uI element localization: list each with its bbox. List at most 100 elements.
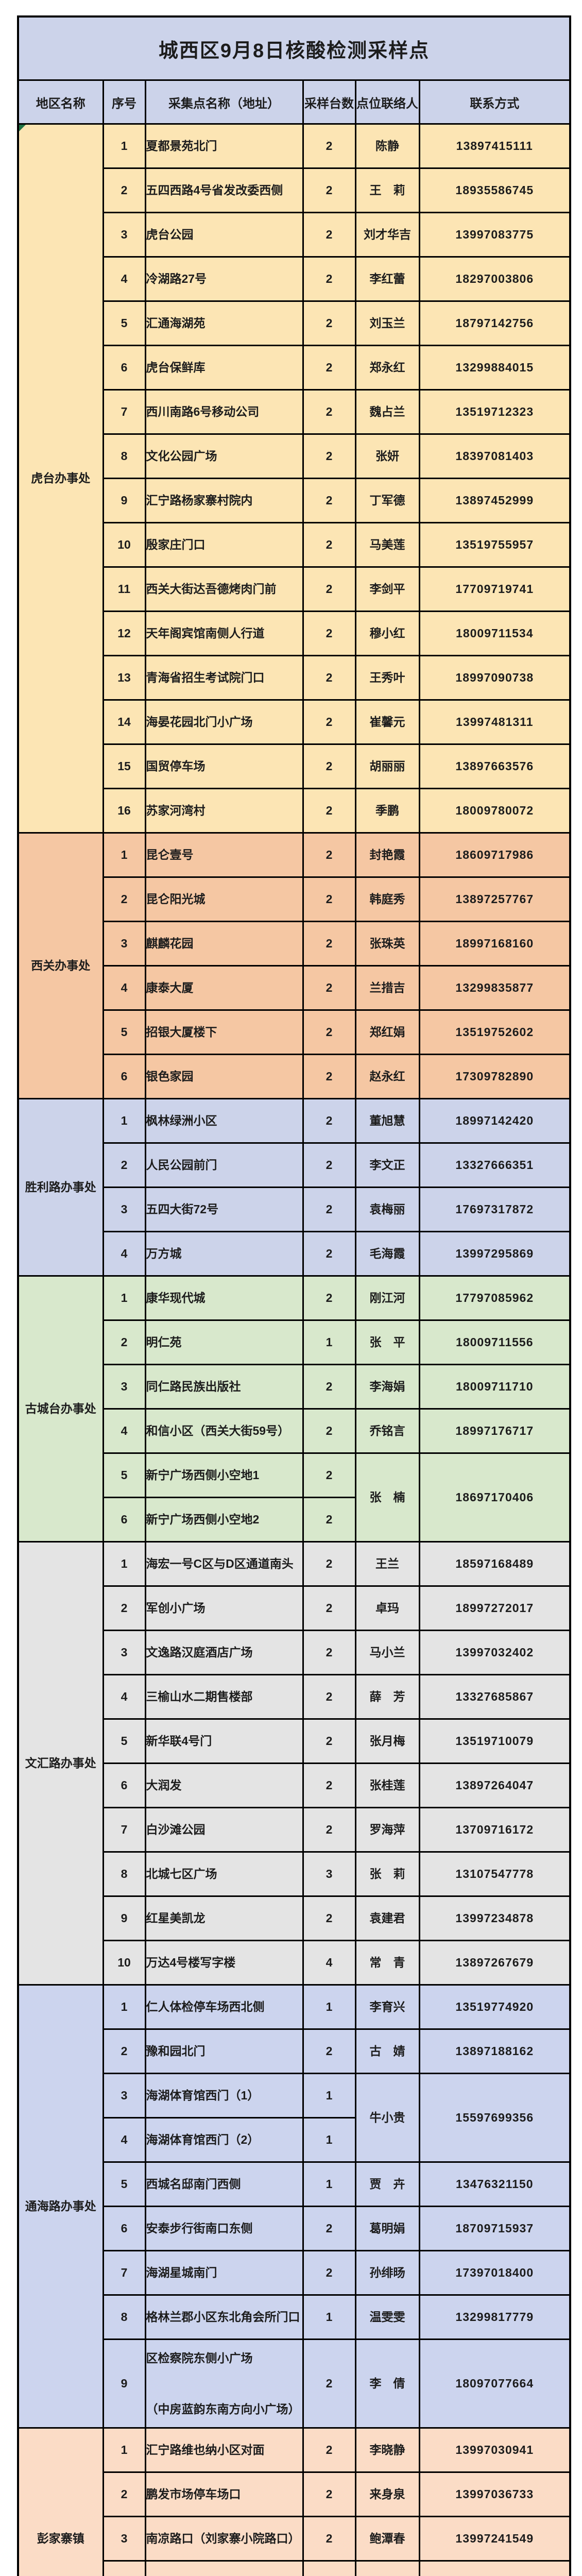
contact-phone: 13997030941: [418, 2427, 571, 2473]
region-label: 古城台办事处: [17, 1275, 104, 1543]
site-name: 海湖星城南门: [144, 2250, 304, 2296]
site-name: 仁人体检停车场西北侧: [144, 1984, 304, 2030]
contact-name: 王 莉: [354, 167, 420, 213]
sampling-units-count: 2: [302, 655, 356, 701]
site-name: 万达4号楼写字楼: [144, 1940, 304, 1986]
site-name-line: （中房蓝韵东南方向小广场）: [146, 2402, 300, 2416]
table-row: 16 苏家河湾村 2 季鹏 18009780072: [18, 788, 571, 834]
row-index: 1: [102, 832, 146, 878]
site-name: 军创小广场: [144, 1585, 304, 1631]
contact-name: 张妍: [354, 433, 420, 479]
table-row: 7 西川南路6号移动公司 2 魏占兰 13519712323: [18, 389, 571, 435]
row-index: 1: [102, 2427, 146, 2473]
site-name: 安泰步行街南口东侧: [144, 2206, 304, 2251]
row-index: 3: [102, 1187, 146, 1232]
contact-name: 葛明娟: [354, 2206, 420, 2251]
table-row: 3 南凉路口（刘家寨小院路口） 2 鲍潭春 13997241549: [18, 2516, 571, 2562]
sampling-units-count: 2: [302, 1009, 356, 1055]
row-index: 6: [102, 2206, 146, 2251]
row-index: 5: [102, 300, 146, 346]
site-name: 西城名邸南门西侧: [144, 2161, 304, 2207]
sampling-units-count: 2: [302, 2206, 356, 2251]
site-name: 北城七区广场: [144, 1851, 304, 1897]
site-name: 三榆山水二期售楼部: [144, 1674, 304, 1720]
table-row: 14 海晏花园北门小广场 2 崔馨元 13997481311: [18, 699, 571, 745]
row-index: 14: [102, 699, 146, 745]
contact-phone: 13519710079: [418, 1718, 571, 1764]
table-row: 2 人民公园前门 2 李文正 13327666351: [18, 1142, 571, 1188]
table-row: 4 康泰大厦 2 兰措吉 13299835877: [18, 965, 571, 1011]
column-header-index: 序号: [102, 79, 146, 125]
row-index: 16: [102, 788, 146, 834]
sampling-units-count: 1: [302, 2117, 356, 2163]
table-row: 3 文逸路汉庭酒店广场 2 马小兰 13997032402: [18, 1630, 571, 1675]
sampling-units-count: 2: [302, 2028, 356, 2074]
sampling-units-count: 2: [302, 2338, 356, 2429]
contact-name: 刘玉兰: [354, 300, 420, 346]
sampling-units-count: 2: [302, 2516, 356, 2562]
table-row: 8 北城七区广场 3 张 莉 13107547778: [18, 1851, 571, 1897]
sheet-container: 城西区9月8日核酸检测采样点 地区名称 序号 采集点名称（地址） 采样台数 点位…: [17, 15, 572, 2576]
site-name: 苏家河湾村: [144, 788, 304, 834]
sampling-units-count: 2: [302, 1718, 356, 1764]
contact-phone: 18009711710: [418, 1364, 571, 1410]
contact-name: 李育兴: [354, 1984, 420, 2030]
contact-phone: 18935586745: [418, 167, 571, 213]
sampling-units-count: 2: [302, 1408, 356, 1454]
title-row: 城西区9月8日核酸检测采样点: [17, 15, 571, 81]
sampling-units-count: 1: [302, 1984, 356, 2030]
contact-name: 李文正: [354, 1142, 420, 1188]
row-index: 3: [102, 2516, 146, 2562]
sampling-units-count: 1: [302, 2161, 356, 2207]
contact-phone: 13299884015: [418, 345, 571, 391]
table-row: 通海路办事处 1 仁人体检停车场西北侧 1 李育兴 13519774920: [17, 1984, 571, 2429]
site-name: 同仁路民族出版社: [144, 1364, 304, 1410]
row-index: 6: [102, 1054, 146, 1099]
row-index: 6: [102, 1762, 146, 1808]
contact-name: 季鹏: [354, 788, 420, 834]
table-row: 胜利路办事处 1 枫林绿洲小区 2 董旭慧 18997142420: [17, 1098, 571, 1277]
header-row: 地区名称 序号 采集点名称（地址） 采样台数 点位联络人 联系方式: [17, 79, 571, 125]
sampling-units-count: 2: [302, 1541, 356, 1587]
sampling-units-count: 3: [302, 1851, 356, 1897]
contact-phone: 13299835877: [418, 965, 571, 1011]
sampling-units-count: 2: [302, 1142, 356, 1188]
contact-name: 张珠英: [354, 921, 420, 967]
contact-phone: 17309782890: [418, 1054, 571, 1099]
site-name: 昆仑壹号: [144, 832, 304, 878]
sampling-units-count: 2: [302, 1674, 356, 1720]
site-name: 海湖体育馆西门（1）: [144, 2073, 304, 2119]
row-index: 7: [102, 389, 146, 435]
contact-phone: 13997295158: [418, 2560, 571, 2576]
contact-name: 袁梅丽: [354, 1187, 420, 1232]
row-index: 2: [102, 2471, 146, 2517]
table-row: 3 同仁路民族出版社 2 李海娟 18009711710: [18, 1364, 571, 1410]
row-index: 8: [102, 433, 146, 479]
row-index: 1: [102, 1541, 146, 1587]
contact-name: 鲍潭春: [354, 2516, 420, 2562]
table-row: 9 红星美凯龙 2 袁建君 13997234878: [18, 1895, 571, 1941]
sampling-units-count: 2: [302, 1895, 356, 1941]
contact-name: 崔馨元: [354, 699, 420, 745]
contact-phone: 18997090738: [418, 655, 571, 701]
row-index: 5: [102, 1009, 146, 1055]
row-index: 4: [102, 1674, 146, 1720]
contact-phone: 15597699356: [418, 2073, 571, 2163]
table-row: 3 海湖体育馆西门（1） 1 牛小贵 15597699356: [18, 2073, 571, 2163]
site-name: 海宏一号C区与D区通道南头: [144, 1541, 304, 1587]
table-row: 3 虎台公园 2 刘才华吉 13997083775: [18, 212, 571, 258]
contact-name: 胡丽丽: [354, 743, 420, 789]
table-row: 5 招银大厦楼下 2 郑红娟 13519752602: [18, 1009, 571, 1055]
contact-name: 张 楠: [354, 1452, 420, 1543]
contact-phone: 13476321150: [418, 2161, 571, 2207]
contact-phone: 18009780072: [418, 788, 571, 834]
table-row: 彭家寨镇 1 汇宁路维也纳小区对面 2 李晓静 13997030941: [17, 2427, 571, 2576]
sampling-units-count: 4: [302, 1940, 356, 1986]
contact-phone: 18297003806: [418, 256, 571, 302]
row-index: 9: [102, 1895, 146, 1941]
contact-name: 毛海霞: [354, 1231, 420, 1277]
contact-phone: 13897663576: [418, 743, 571, 789]
site-name: 招银大厦楼下: [144, 1009, 304, 1055]
contact-phone: 18609717986: [418, 832, 571, 878]
column-header-phone: 联系方式: [418, 79, 571, 125]
